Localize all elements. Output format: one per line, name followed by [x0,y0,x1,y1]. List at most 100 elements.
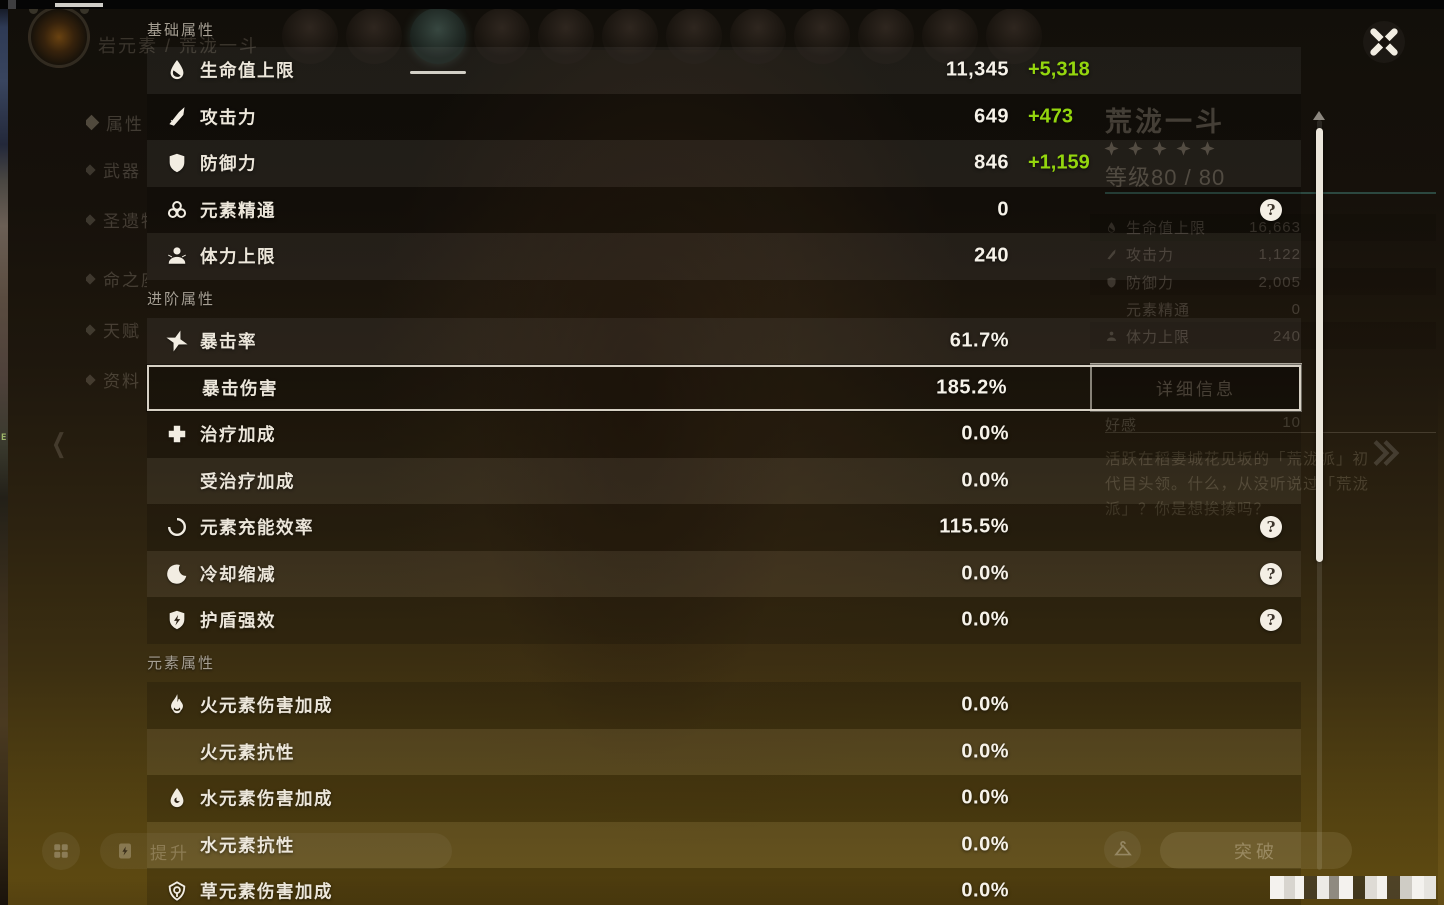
stat-row-def[interactable]: 防御力 846 +1,159 [147,140,1301,187]
help-icon[interactable]: ? [1260,609,1282,632]
stat-row-healing-bonus[interactable]: 治疗加成 0.0% [147,411,1301,458]
stat-row-pyro-res[interactable]: 火元素抗性 0.0% [147,728,1301,775]
bg-stat-row: 体力上限 240 [1105,326,1301,347]
bg-row-stripe [1090,214,1436,241]
scrollbar-up-arrow-icon[interactable] [1313,111,1325,120]
character-art-silhouette-core [470,130,800,770]
menu-item-talents[interactable]: 天赋 [86,317,141,342]
no-icon [164,468,190,494]
bg-stat-row: 防御力 2,005 [1105,272,1301,293]
bg-row-stripe [1090,322,1436,349]
stat-row-energy-recharge[interactable]: 元素充能效率 115.5% ? [147,504,1301,551]
character-level: 等级80 / 80 [1105,165,1226,190]
stat-row-hydro-dmg-bonus[interactable]: 水元素伤害加成 0.0% [147,775,1301,822]
avatar-selected[interactable] [410,8,466,64]
help-icon[interactable]: ? [1260,516,1282,539]
dendro-icon [164,878,190,904]
section-title: 进阶属性 [147,291,216,308]
help-icon[interactable]: ? [1260,198,1282,221]
desktop-edge-glyph: E [1,433,7,443]
shield-strength-icon [164,607,190,633]
bottom-glow [0,665,1444,905]
menu-item-attributes[interactable]: 属性 [86,110,144,135]
desktop-edge-sliver [0,0,8,905]
menu-item-weapon[interactable]: 武器 [86,157,141,182]
stat-row-max-hp[interactable]: 生命值上限 11,345 +5,318 [147,47,1301,94]
avatar[interactable] [602,8,658,64]
no-icon [164,832,190,858]
bg-stat-row: 生命值上限 16,663 [1105,217,1301,238]
avatar[interactable] [538,8,594,64]
divider [1105,192,1436,194]
selected-avatar-underline [410,71,466,74]
previous-character-arrow-icon[interactable]: ❮ [51,428,67,458]
stat-row-cd-reduction[interactable]: 冷却缩减 0.0% ? [147,550,1301,597]
character-title-text: 岩元素 / 荒泷一斗 [98,36,260,56]
card-lightning-icon [116,841,134,861]
top-edge-bar [0,0,1444,9]
stat-row-elemental-mastery[interactable]: 元素精通 0 ? [147,186,1301,233]
bg-stat-row: 元素精通 0 [1105,299,1301,320]
party-grid-button[interactable] [42,832,80,870]
ascend-button[interactable]: 突破 [1160,832,1352,869]
menu-item-artifacts[interactable]: 圣遗物 [86,207,147,232]
outfit-button[interactable] [1104,831,1141,868]
details-info-button[interactable]: 详细信息 [1090,363,1302,412]
friendship-row: 好感 10 [1105,414,1301,434]
menu-item-profile[interactable]: 资料 [86,367,141,392]
section-advanced-attributes: 进阶属性 暴击率 61.7% 暴击伤害 185.2% 治疗加成 0.0% 受治疗… [147,288,1301,644]
stat-row-hydro-res[interactable]: 水元素抗性 0.0% [147,821,1301,868]
stat-row-max-stamina[interactable]: 体力上限 240 [147,233,1301,280]
section-base-attributes: 基础属性 生命值上限 11,345 +5,318 攻击力 649 +473 防御… [147,20,1301,280]
avatar[interactable] [922,8,978,64]
help-icon[interactable]: ? [1260,562,1282,585]
elemental-mastery-icon [164,197,190,223]
diamond-bullet-icon [86,114,100,131]
improve-button[interactable]: 提升 [100,833,452,869]
energy-recharge-icon [164,514,190,540]
avatar[interactable] [346,8,402,64]
atk-icon [164,104,190,130]
diamond-bullet-icon [86,323,96,336]
character-name: 荒泷一斗 [1105,107,1225,137]
stat-row-incoming-healing-bonus[interactable]: 受治疗加成 0.0% [147,457,1301,504]
hp-icon [164,57,190,83]
diamond-bullet-icon [86,373,96,386]
avatar[interactable] [794,8,850,64]
stat-row-pyro-dmg-bonus[interactable]: 火元素伤害加成 0.0% [147,682,1301,729]
scrollbar-thumb[interactable] [1316,128,1323,562]
bg-row-stripe [1090,268,1436,295]
stat-row-atk[interactable]: 攻击力 649 +473 [147,93,1301,140]
close-button[interactable] [1363,21,1405,63]
healing-bonus-icon [164,421,190,447]
avatar[interactable] [474,8,530,64]
character-description: 活跃在稻妻城花见坂的「荒泷派」初代目头领。什么，从没听说过「荒泷派」？你是想挨揍… [1105,451,1370,518]
avatar[interactable] [730,8,786,64]
section-title: 元素属性 [147,655,216,672]
diamond-bullet-icon [86,272,96,285]
grid-icon [52,842,70,860]
pyro-icon [164,692,190,718]
stat-row-shield-strength[interactable]: 护盾强效 0.0% ? [147,597,1301,644]
section-title: 基础属性 [147,22,216,39]
avatar[interactable] [282,8,338,64]
diamond-bullet-icon [86,213,96,226]
diamond-bullet-icon [86,163,96,176]
divider [1105,432,1436,433]
top-edge-dash [55,3,103,7]
avatar[interactable] [986,8,1042,64]
next-character-arrow-icon[interactable] [1368,436,1402,470]
avatar[interactable] [666,8,722,64]
stat-row-crit-rate[interactable]: 暴击率 61.7% [147,318,1301,365]
menu-item-constellation[interactable]: 命之座 [86,266,147,291]
right-edge-light [1438,380,1444,905]
stat-row-crit-dmg-selected[interactable]: 暴击伤害 185.2% [147,364,1301,411]
avatar[interactable] [858,8,914,64]
stat-row-dendro-dmg-bonus[interactable]: 草元素伤害加成 0.0% [147,868,1301,905]
stamina-icon [164,243,190,269]
no-icon [164,739,190,765]
top-edge-square [8,0,16,9]
sidebar-menu: 属性 武器 圣遗物 命之座 天赋 资料 [86,100,147,420]
